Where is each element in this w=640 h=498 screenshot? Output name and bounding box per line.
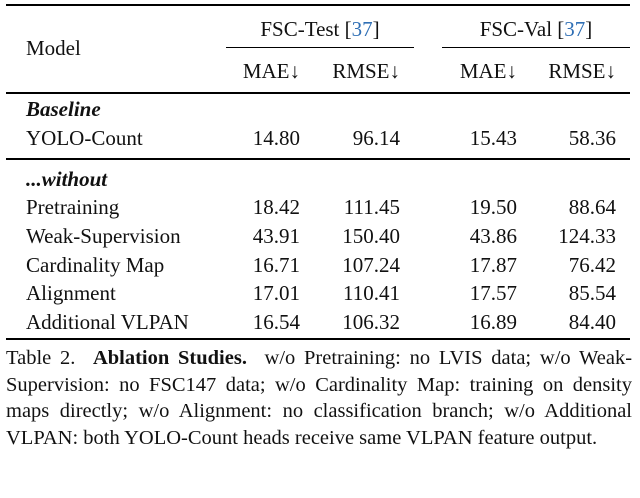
row-rmse-val: 58.36 — [568, 126, 616, 150]
row-model: Cardinality Map — [26, 253, 165, 277]
group-underline-fsc-val — [442, 47, 630, 48]
citation-link[interactable]: 37 — [564, 17, 586, 41]
metric-header-mae-test: MAE↓ — [242, 59, 300, 83]
row-rmse-val: 88.64 — [568, 195, 616, 219]
citation-link[interactable]: 37 — [351, 17, 373, 41]
row-model: Pretraining — [26, 195, 120, 219]
metric-header-rmse-val: RMSE↓ — [548, 59, 616, 83]
row-mae-test: 18.42 — [252, 195, 300, 219]
row-model: Weak-Supervision — [26, 224, 181, 248]
row-mae-test: 16.54 — [252, 310, 300, 334]
caption-title: Ablation Studies. — [92, 347, 247, 369]
group-header-name: FSC-Test — [260, 17, 340, 41]
row-mae-test: 14.80 — [252, 126, 300, 150]
row-rmse-test: 110.41 — [343, 281, 400, 305]
row-model: Alignment — [26, 281, 116, 305]
group-header-fsc-test: FSC-Test [37] — [260, 17, 380, 41]
row-model: YOLO-Count — [26, 126, 143, 150]
header-rule — [6, 92, 630, 94]
caption-label: Table 2. — [6, 347, 76, 369]
table-bottom-rule — [6, 338, 630, 340]
table-caption: Table 2. Ablation Studies. w/o Pretraini… — [6, 345, 632, 451]
group-underline-fsc-test — [226, 47, 414, 48]
row-mae-val: 16.89 — [469, 310, 517, 334]
row-mae-val: 17.87 — [469, 253, 517, 277]
row-rmse-val: 84.40 — [568, 310, 616, 334]
group-header-fsc-val: FSC-Val [37] — [479, 17, 593, 41]
table-top-rule — [6, 4, 630, 6]
metric-header-rmse-test: RMSE↓ — [332, 59, 400, 83]
row-rmse-val: 76.42 — [568, 253, 616, 277]
row-mae-val: 17.57 — [469, 281, 517, 305]
row-mae-val: 15.43 — [469, 126, 517, 150]
row-rmse-test: 96.14 — [352, 126, 400, 150]
row-rmse-test: 150.40 — [342, 224, 400, 248]
row-mae-test: 43.91 — [252, 224, 300, 248]
row-model: Additional VLPAN — [26, 310, 189, 334]
row-rmse-test: 106.32 — [342, 310, 400, 334]
caption-text: w/o Pretraining: no LVIS data; w/o Weak-… — [6, 347, 633, 449]
metric-header-mae-val: MAE↓ — [459, 59, 517, 83]
row-mae-val: 19.50 — [469, 195, 517, 219]
row-rmse-val: 85.54 — [568, 281, 616, 305]
section-rule — [6, 158, 630, 160]
row-rmse-val: 124.33 — [558, 224, 616, 248]
row-mae-test: 16.71 — [252, 253, 300, 277]
section-title-without: ...without — [26, 167, 108, 191]
row-rmse-test: 111.45 — [343, 195, 400, 219]
model-column-header: Model — [26, 36, 81, 60]
row-mae-test: 17.01 — [252, 281, 300, 305]
row-mae-val: 43.86 — [469, 224, 517, 248]
section-title-baseline: Baseline — [26, 97, 101, 121]
group-header-name: FSC-Val — [479, 17, 553, 41]
row-rmse-test: 107.24 — [342, 253, 400, 277]
